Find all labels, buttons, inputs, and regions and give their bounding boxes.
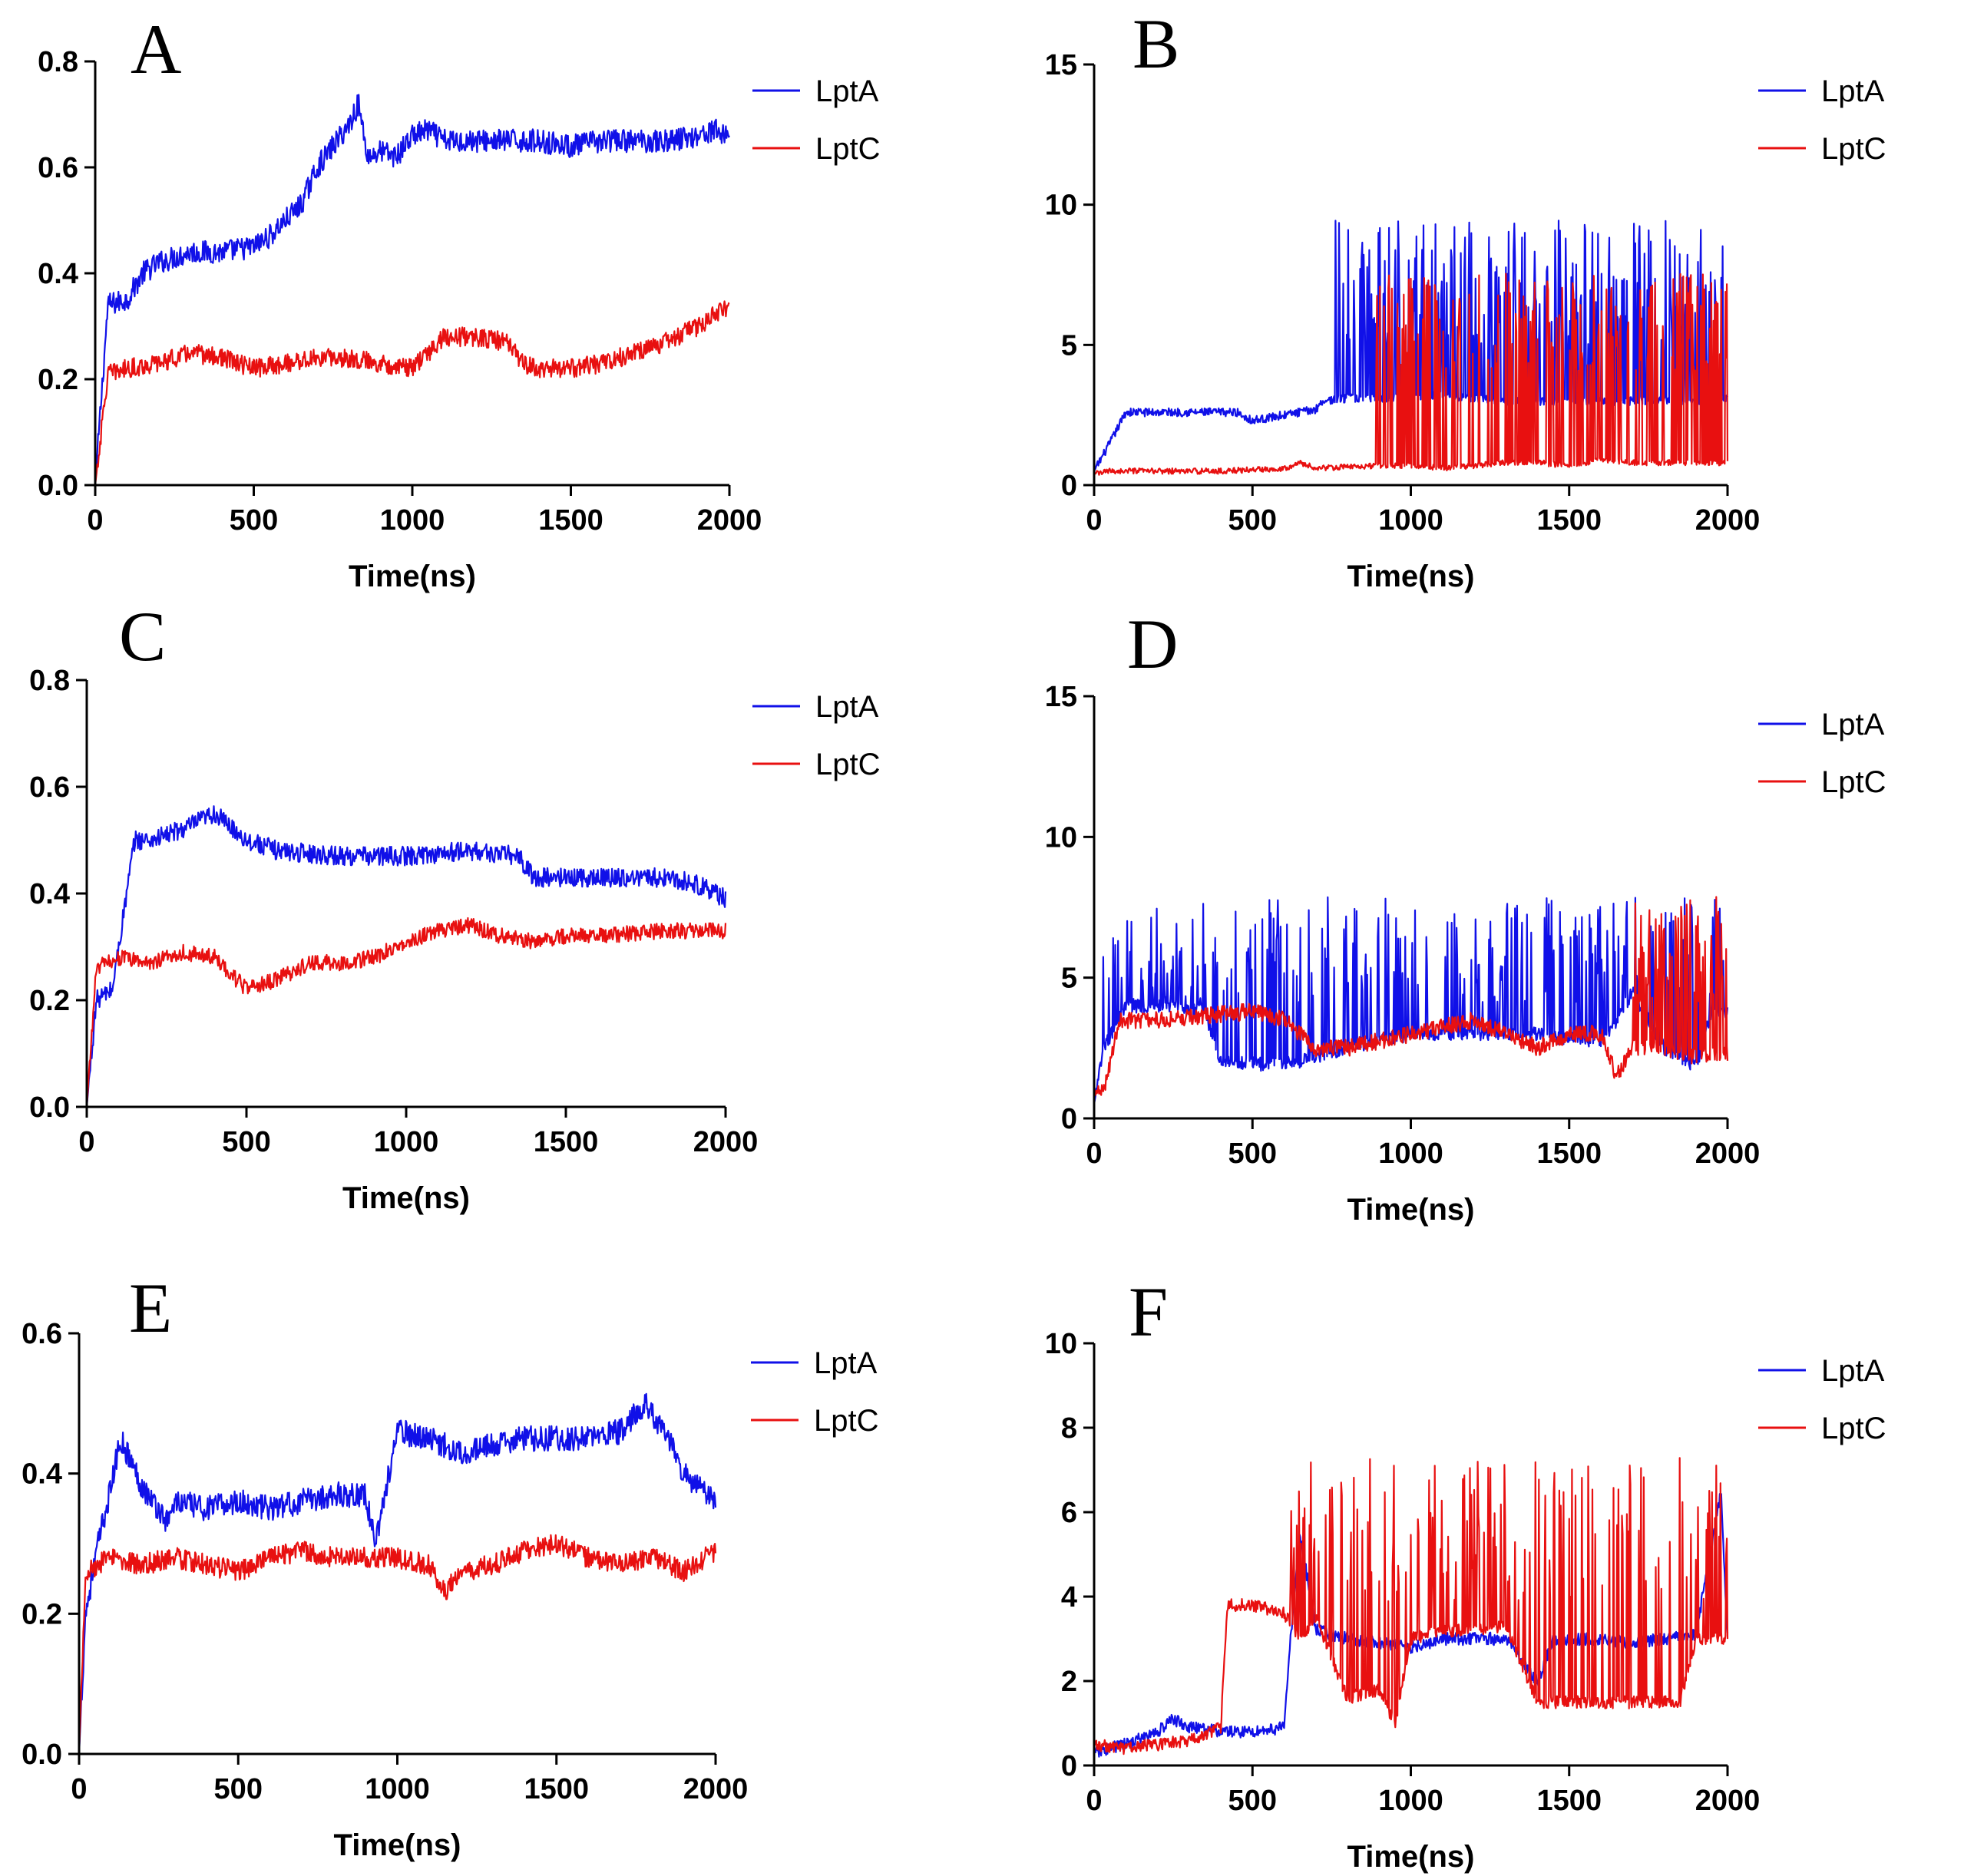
x-tick-label-A: 1500 [538,504,603,537]
x-tick-label-A: 2000 [697,504,762,537]
panel-E: 0.0 0.2 0.4 0.6 0 500 1000 1500 2000 Time(ns) E Lpt… [21,1269,878,1862]
x-tick-label-C: 500 [222,1126,270,1158]
panel-label-D: D [1127,605,1178,683]
legend-label-A-LptA: LptA [815,74,879,108]
y-tick-label-C: 0.8 [29,665,70,697]
series-line-A-LptC [94,300,730,486]
panel-label-A: A [131,10,181,88]
series-line-A-LptA [94,94,730,486]
y-tick-label-F: 10 [1045,1328,1077,1360]
legend-label-E-LptA: LptA [814,1346,878,1380]
panel-D: 0 5 10 15 0 500 1000 1500 2000 Time(ns) D LptA LptC [1045,605,1886,1227]
y-tick-label-E: 0.4 [21,1458,62,1491]
series-line-D-LptC [1093,896,1729,1097]
x-tick-label-C: 0 [78,1126,94,1158]
x-tick-label-D: 1500 [1536,1138,1602,1170]
x-axis-title-E: Time(ns) [334,1828,461,1862]
panel-label-F: F [1129,1273,1168,1351]
y-tick-label-F: 4 [1061,1581,1077,1613]
series-line-C-LptA [85,805,727,1108]
x-tick-label-B: 500 [1228,504,1277,537]
panel-label-C: C [119,597,166,675]
legend-label-F-LptC: LptC [1821,1412,1886,1445]
x-tick-label-F: 1500 [1536,1785,1602,1817]
x-tick-label-E: 1000 [365,1773,430,1805]
panel-label-B: B [1132,5,1179,83]
panel-B: 0 5 10 15 0 500 1000 1500 2000 Time(ns) B LptA LptC [1045,5,1886,593]
x-axis-title-C: Time(ns) [342,1181,470,1215]
y-tick-label-C: 0.6 [29,771,70,804]
x-axis-title-A: Time(ns) [349,560,476,593]
x-tick-label-E: 0 [71,1773,87,1805]
x-tick-label-B: 0 [1086,504,1102,537]
y-tick-label-E: 0.0 [21,1739,62,1771]
y-tick-label-B: 5 [1061,329,1077,362]
x-tick-label-D: 0 [1086,1138,1102,1170]
y-tick-label-F: 8 [1061,1412,1077,1445]
y-tick-label-F: 0 [1061,1750,1077,1782]
series-line-E-LptA [78,1392,717,1755]
y-tick-label-E: 0.2 [21,1598,62,1630]
y-tick-label-C: 0.0 [29,1092,70,1124]
y-tick-label-F: 6 [1061,1497,1077,1529]
y-tick-label-C: 0.4 [29,878,70,910]
x-tick-label-A: 1000 [380,504,445,537]
series-line-F-LptC [1093,1457,1729,1755]
y-tick-label-B: 0 [1061,470,1077,502]
x-tick-label-F: 500 [1228,1785,1277,1817]
x-axis-title-B: Time(ns) [1347,560,1475,593]
x-tick-label-D: 1000 [1378,1138,1443,1170]
panel-F: 0 2 4 6 8 10 0 500 1000 1500 2000 Time(ns) F LptA LptC [1045,1273,1886,1874]
panel-label-E: E [129,1269,172,1347]
y-tick-label-A: 0.4 [38,258,78,290]
y-tick-label-B: 10 [1045,190,1077,222]
x-tick-label-E: 2000 [683,1773,749,1805]
y-tick-label-A: 0.0 [38,470,78,502]
series-line-D-LptA [1093,896,1729,1105]
y-tick-label-F: 2 [1061,1666,1077,1698]
x-tick-label-A: 0 [87,504,103,537]
y-tick-label-D: 5 [1061,963,1077,995]
x-tick-label-C: 1500 [534,1126,599,1158]
legend-label-B-LptC: LptC [1821,132,1886,166]
x-tick-label-F: 1000 [1378,1785,1443,1817]
x-tick-label-E: 500 [214,1773,263,1805]
x-tick-label-D: 500 [1228,1138,1277,1170]
legend-label-C-LptA: LptA [815,690,879,724]
panel-C: 0.0 0.2 0.4 0.6 0.8 0 500 1000 1500 2000 Time(ns) C… [29,597,880,1215]
x-tick-label-A: 500 [230,504,278,537]
x-axis-title-F: Time(ns) [1347,1840,1475,1874]
legend-label-E-LptC: LptC [814,1404,879,1438]
legend-label-D-LptC: LptC [1821,765,1886,799]
x-tick-label-B: 2000 [1695,504,1761,537]
y-tick-label-A: 0.2 [38,364,78,396]
y-tick-label-D: 10 [1045,821,1077,854]
x-tick-label-F: 2000 [1695,1785,1761,1817]
x-tick-label-F: 0 [1086,1785,1102,1817]
y-tick-label-D: 0 [1061,1103,1077,1135]
series-line-E-LptC [78,1534,717,1755]
series-line-C-LptC [85,917,727,1108]
x-tick-label-C: 1000 [374,1126,439,1158]
x-tick-label-E: 1500 [524,1773,589,1805]
y-tick-label-A: 0.8 [38,46,78,78]
x-tick-label-B: 1500 [1536,504,1602,537]
x-axis-title-D: Time(ns) [1347,1193,1475,1227]
legend-label-B-LptA: LptA [1821,74,1885,108]
y-tick-label-C: 0.2 [29,985,70,1017]
x-tick-label-B: 1000 [1378,504,1443,537]
panel-A: 0.0 0.2 0.4 0.6 0.8 0 500 1000 1500 2000 Time(ns) A… [38,10,880,593]
legend-label-A-LptC: LptC [815,132,881,166]
y-tick-label-D: 15 [1045,681,1077,713]
legend-label-C-LptC: LptC [815,748,881,781]
y-tick-label-A: 0.6 [38,152,78,184]
legend-label-D-LptA: LptA [1821,708,1885,741]
series-line-B-LptC [1093,272,1729,476]
x-tick-label-D: 2000 [1695,1138,1761,1170]
y-tick-label-E: 0.6 [21,1318,62,1350]
y-tick-label-B: 15 [1045,49,1077,81]
x-tick-label-C: 2000 [693,1126,759,1158]
legend-label-F-LptA: LptA [1821,1354,1885,1388]
